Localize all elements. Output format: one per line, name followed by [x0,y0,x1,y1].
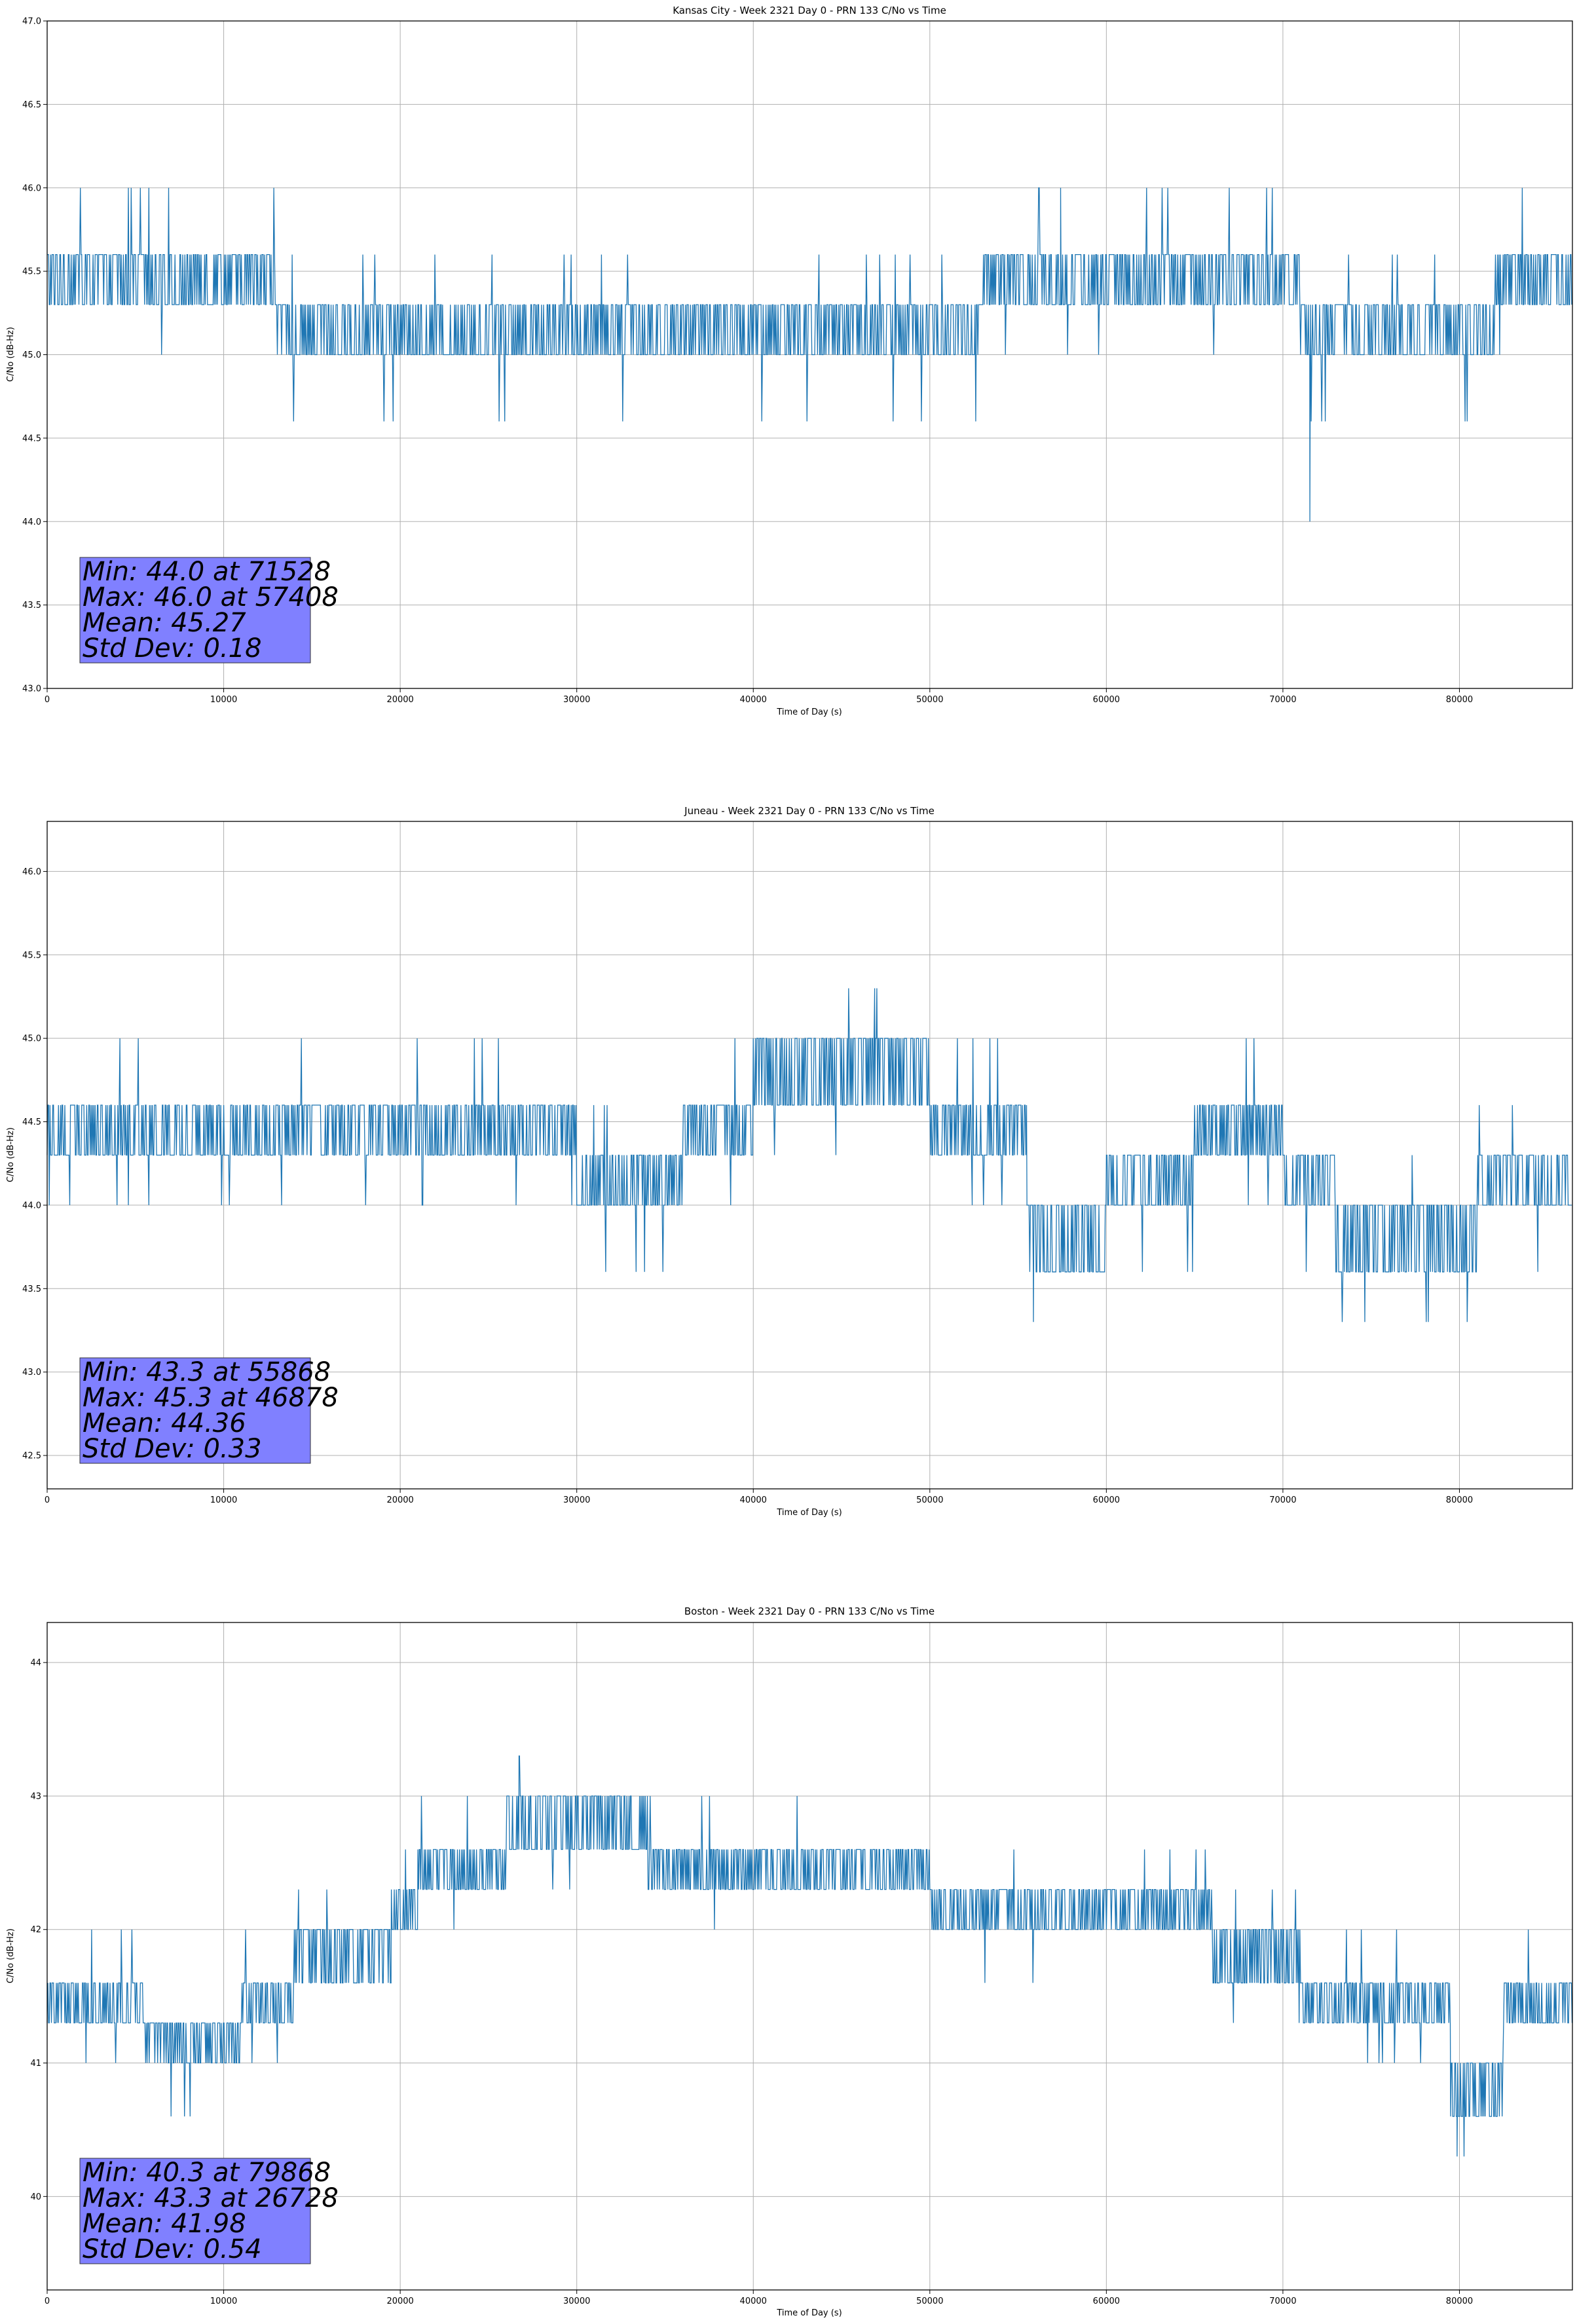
y-tick-label: 43.5 [22,1284,41,1294]
series-line [47,187,1572,522]
x-tick-label: 50000 [916,2296,943,2306]
ticks-layer: 0 10000 20000 30000 40000 50000 60000 70000 8000… [22,17,1473,705]
ticks-layer: 0 10000 20000 30000 40000 50000 60000 70000 8000… [30,1659,1473,2306]
x-tick-label: 80000 [1446,2296,1473,2306]
plot-panel-boston: Boston - Week 2321 Day 0 - PRN 133 C/No … [6,1605,1573,2318]
plot-title: Boston - Week 2321 Day 0 - PRN 133 C/No … [684,1605,935,1617]
x-tick-label: 20000 [386,2296,413,2306]
y-tick-label: 43.5 [22,601,41,610]
stats-box-background [79,557,311,664]
x-tick-label: 10000 [210,695,237,705]
x-tick-label: 70000 [1269,2296,1296,2306]
y-tick-label: 47.0 [22,17,41,27]
stats-mean: Mean: 45.27 [83,608,246,638]
y-tick-label: 44.0 [22,517,41,527]
x-tick-label: 60000 [1093,1495,1120,1505]
y-tick-label: 45.5 [22,950,41,960]
y-axis-label: C/No (dB-Hz) [6,327,16,382]
x-tick-label: 50000 [916,1495,943,1505]
series-line [46,1755,1573,2157]
stats-min: Min: 43.3 at 55868 [83,1357,331,1387]
y-tick-label: 41 [30,2059,41,2069]
plot-frame [46,821,1573,1490]
plot-title: Juneau - Week 2321 Day 0 - PRN 133 C/No … [684,805,935,817]
x-tick-label: 0 [45,2296,50,2306]
x-tick-label: 20000 [386,1495,413,1505]
x-tick-label: 80000 [1446,695,1473,705]
stats-min: Min: 40.3 at 79868 [83,2158,331,2188]
series-path [47,187,1572,522]
y-tick-label: 46.0 [22,867,41,877]
y-tick-label: 43 [30,1791,41,1801]
x-tick-label: 50000 [916,695,943,705]
plot-title: Kansas City - Week 2321 Day 0 - PRN 133 … [673,5,946,16]
y-tick-label: 46.5 [22,100,41,110]
x-tick-label: 40000 [740,695,767,705]
x-tick-label: 60000 [1093,2296,1120,2306]
y-tick-label: 42 [30,1925,41,1935]
x-axis-label: Time of Day (s) [776,2308,842,2318]
y-tick-label: 44.0 [22,1201,41,1210]
stats-max: Max: 45.3 at 46878 [83,1383,339,1413]
x-tick-label: 80000 [1446,1495,1473,1505]
y-tick-label: 45.5 [22,267,41,277]
y-tick-label: 44.5 [22,1117,41,1127]
x-tick-label: 70000 [1269,1495,1296,1505]
y-tick-label: 44 [30,1659,41,1668]
stats-std-dev: Std Dev: 0.18 [83,633,262,664]
stats-min: Min: 44.0 at 71528 [83,557,331,587]
plot-panel-kansas-city: Kansas City - Week 2321 Day 0 - PRN 133 … [6,5,1573,717]
stats-mean: Mean: 44.36 [83,1408,246,1438]
stats-box-background [79,2158,311,2264]
x-axis-label: Time of Day (s) [776,707,842,717]
y-tick-label: 43.0 [22,684,41,694]
stats-max: Max: 43.3 at 26728 [83,2183,339,2213]
x-tick-label: 40000 [740,1495,767,1505]
x-tick-label: 60000 [1093,695,1120,705]
stats-max: Max: 46.0 at 57408 [83,582,339,612]
x-tick-label: 30000 [563,2296,590,2306]
x-tick-label: 70000 [1269,695,1296,705]
stats-std-dev: Std Dev: 0.54 [83,2234,262,2264]
stats-box: Min: 44.0 at 71528 Max: 46.0 at 57408 Me… [79,557,339,664]
y-tick-label: 45.0 [22,1034,41,1044]
x-tick-label: 0 [45,695,50,705]
y-tick-label: 42.5 [22,1452,41,1461]
plot-frame [46,1622,1573,2291]
x-tick-label: 30000 [563,695,590,705]
y-tick-label: 43.0 [22,1368,41,1378]
stats-std-dev: Std Dev: 0.33 [83,1434,262,1464]
y-axis-label: C/No (dB-Hz) [6,1928,16,1983]
y-tick-label: 44.5 [22,434,41,443]
stats-box: Min: 43.3 at 55868 Max: 45.3 at 46878 Me… [79,1357,339,1464]
x-tick-label: 20000 [386,695,413,705]
y-tick-label: 45.0 [22,350,41,360]
x-tick-label: 10000 [210,2296,237,2306]
ticks-layer: 0 10000 20000 30000 40000 50000 60000 70000 8000… [22,867,1473,1505]
stats-box-background [79,1357,311,1464]
series-path [46,1755,1573,2157]
plot-panel-juneau: Juneau - Week 2321 Day 0 - PRN 133 C/No … [6,805,1573,1518]
x-axis-label: Time of Day (s) [776,1508,842,1518]
stats-mean: Mean: 41.98 [83,2209,246,2239]
y-axis-label: C/No (dB-Hz) [6,1127,16,1182]
x-tick-label: 30000 [563,1495,590,1505]
y-tick-label: 40 [30,2192,41,2202]
series-path [46,988,1572,1322]
y-tick-label: 46.0 [22,183,41,193]
x-tick-label: 40000 [740,2296,767,2306]
x-tick-label: 10000 [210,1495,237,1505]
x-tick-label: 0 [45,1495,50,1505]
stats-box: Min: 40.3 at 79868 Max: 43.3 at 26728 Me… [79,2158,339,2264]
series-line [46,988,1572,1322]
